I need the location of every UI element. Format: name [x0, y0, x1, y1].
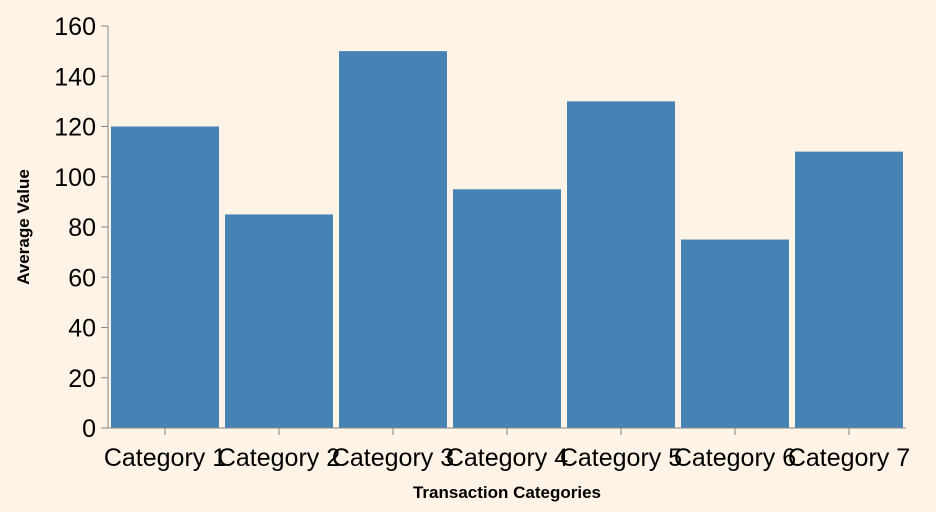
y-tick-label: 20: [68, 365, 96, 393]
bar-3: [339, 51, 447, 429]
y-tick-label: 40: [68, 315, 96, 343]
bar-1: [111, 126, 219, 428]
bar-7: [795, 151, 903, 429]
y-tick-label: 160: [54, 13, 96, 41]
y-tick-label: 60: [68, 264, 96, 292]
x-tick-label: Category 4: [446, 444, 568, 472]
x-axis-title: Transaction Categories: [413, 483, 601, 502]
bar-6: [681, 239, 789, 428]
x-tick-label: Category 5: [560, 444, 682, 472]
x-tick-label: Category 6: [674, 444, 796, 472]
y-axis-title: Average Value: [14, 169, 33, 285]
y-axis-ticks: 0 20 40 60 80 100 120 140 160: [54, 13, 108, 443]
y-tick-label: 140: [54, 63, 96, 91]
y-tick-label: 100: [54, 164, 96, 192]
bar-2: [225, 214, 333, 428]
x-tick-label: Category 2: [218, 444, 340, 472]
x-tick-label: Category 1: [104, 444, 226, 472]
y-tick-label: 120: [54, 114, 96, 142]
bar-4: [453, 189, 561, 428]
x-tick-label: Category 7: [788, 444, 910, 472]
bar-5: [567, 101, 675, 429]
y-tick-label: 0: [82, 415, 96, 443]
y-tick-label: 80: [68, 214, 96, 242]
x-tick-label: Category 3: [332, 444, 454, 472]
bars-layer: [111, 51, 903, 429]
